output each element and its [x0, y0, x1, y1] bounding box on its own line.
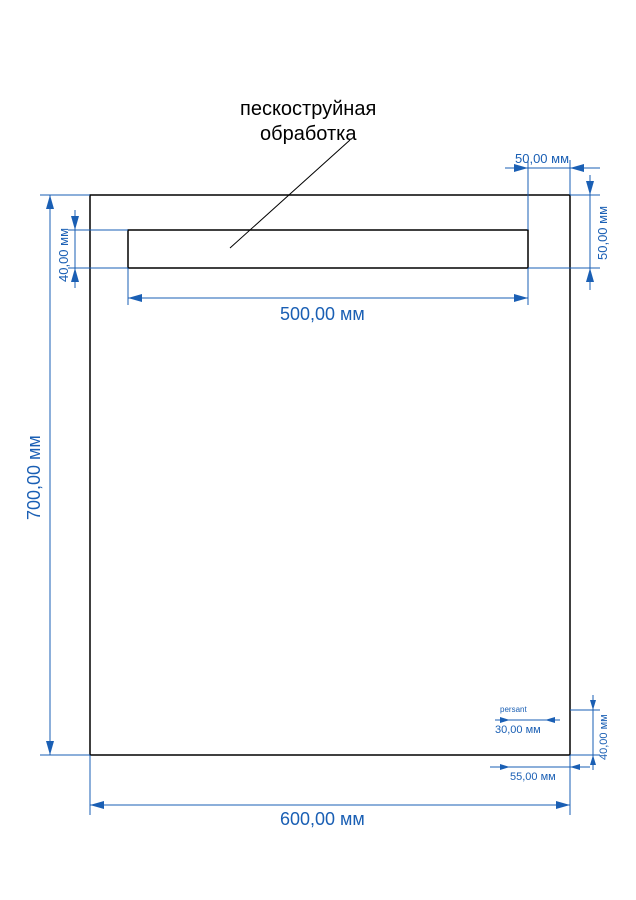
dim-br-40-label: 40,00 мм	[598, 714, 610, 760]
callout-line	[230, 140, 350, 248]
arrow-icon	[46, 741, 54, 755]
arrow-icon	[90, 801, 104, 809]
dim-width-label: 600,00 мм	[280, 809, 365, 829]
arrow-icon	[545, 717, 555, 723]
dim-tiny-label: реrsant	[500, 705, 527, 714]
dim-slot-w-label: 500,00 мм	[280, 304, 365, 324]
arrow-icon	[71, 216, 79, 230]
arrow-icon	[500, 764, 510, 770]
dim-top-right-h-label: 50,00 мм	[515, 151, 569, 166]
arrow-icon	[586, 268, 594, 282]
dim-br-55-label: 55,00 мм	[510, 771, 556, 783]
arrow-icon	[500, 717, 510, 723]
arrow-icon	[590, 700, 596, 710]
callout-label-1: пескоструйная	[240, 98, 376, 120]
callout-label-2: обработка	[260, 123, 357, 145]
arrow-icon	[46, 195, 54, 209]
arrow-icon	[586, 181, 594, 195]
dim-slot-h-label: 40,00 мм	[56, 228, 71, 282]
slot-rect	[128, 230, 528, 268]
dim-top-right-v-label: 50,00 мм	[595, 206, 610, 260]
drawing-canvas: пескоструйная обработка 700,00 мм 600,00…	[0, 0, 636, 900]
arrow-icon	[556, 801, 570, 809]
arrow-icon	[570, 164, 584, 172]
arrow-icon	[128, 294, 142, 302]
arrow-icon	[514, 294, 528, 302]
dim-br-30-label: 30,00 мм	[495, 724, 541, 736]
arrow-icon	[590, 755, 596, 765]
dim-height-label: 700,00 мм	[24, 435, 44, 520]
arrow-icon	[570, 764, 580, 770]
arrow-icon	[71, 268, 79, 282]
main-rect	[90, 195, 570, 755]
